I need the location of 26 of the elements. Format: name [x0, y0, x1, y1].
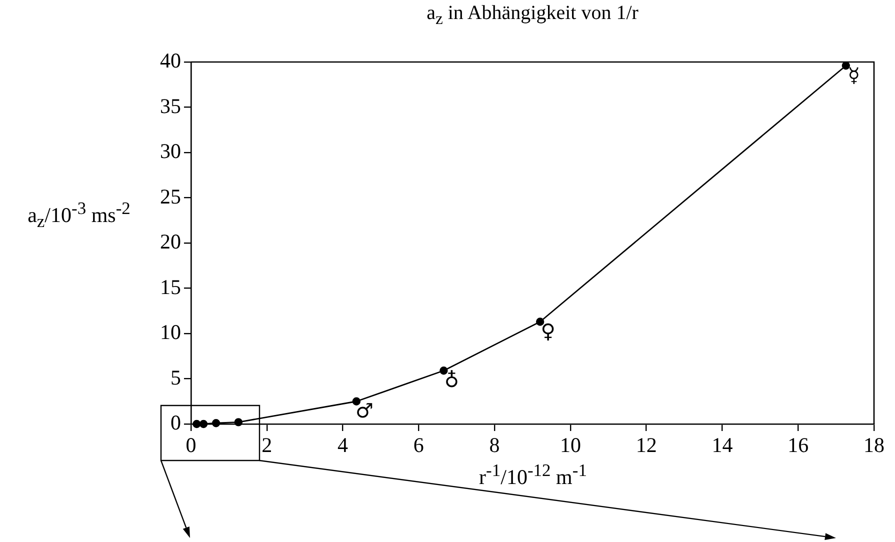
annotation: ♂ [355, 398, 374, 423]
x-tick-label: 10 [560, 433, 581, 458]
y-tick-label: 40 [160, 48, 181, 73]
y-tick-label: 35 [160, 94, 181, 118]
chart-title: a$_{z}$ in Abhängigkeit von 1/r [426, 2, 640, 29]
y-tick-label: 20 [160, 230, 181, 254]
x-tick-label: 14 [712, 433, 734, 458]
x-tick-label: 2 [262, 433, 272, 458]
y-tick-label: 25 [160, 184, 181, 208]
x-axis-title: r$^{-1}$/10$^{-12}$ m$^{-1}$ [479, 458, 587, 489]
x-tick-label: 6 [413, 433, 424, 458]
annotation: ♀ [540, 318, 556, 343]
x-tick-label: 8 [489, 433, 500, 458]
y-tick-label: 5 [170, 365, 181, 390]
x-tick-label: 12 [636, 433, 657, 458]
y-tick-label: 0 [170, 410, 181, 435]
y-tick-label: 30 [160, 139, 181, 164]
y-tick-label: 15 [160, 274, 181, 299]
x-tick-label: 0 [186, 433, 196, 458]
y-axis-title: a$_{z}$/10$^{-3}$ ms$^{-2}$ [26, 198, 132, 232]
annotation: ☿ [848, 62, 860, 87]
x-tick-label: 18 [864, 433, 884, 458]
annotation: ♁ [444, 368, 460, 392]
x-tick-label: 4 [338, 433, 349, 458]
y-tick-label: 10 [160, 320, 181, 344]
x-tick-label: 16 [788, 433, 809, 458]
